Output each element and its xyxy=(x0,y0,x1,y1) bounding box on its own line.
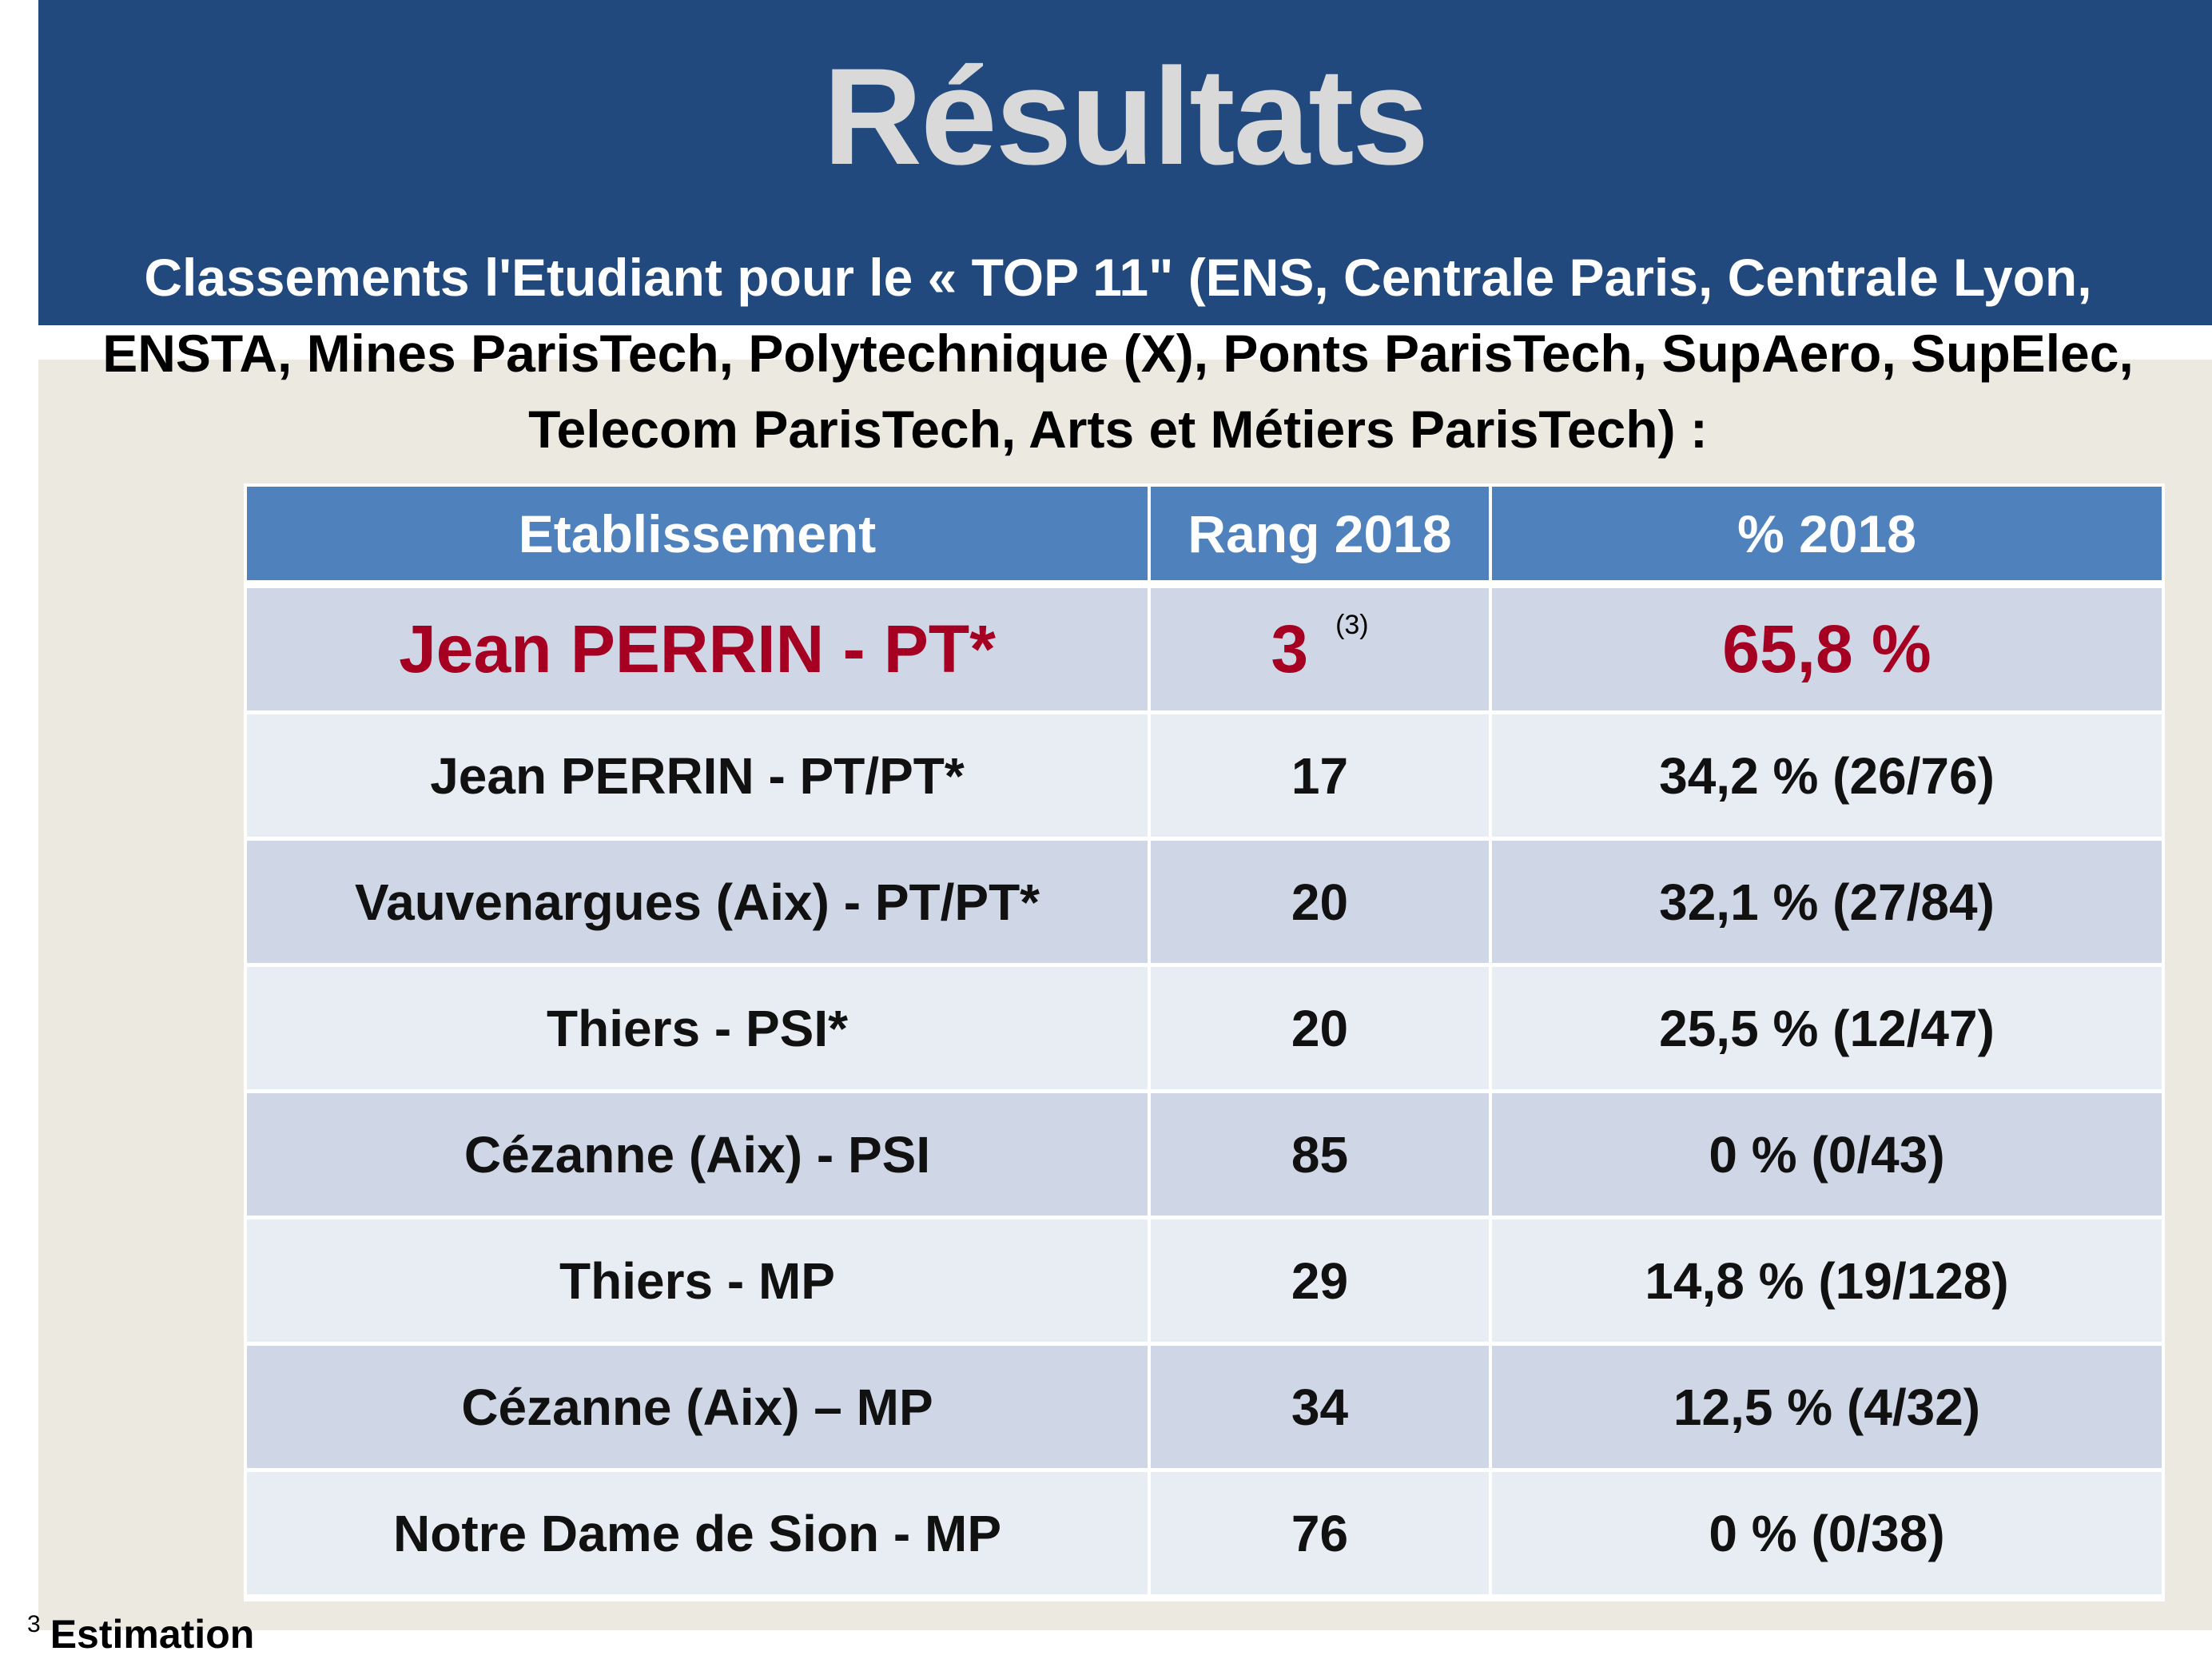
cell-pct: 34,2 % (26/76) xyxy=(1492,714,2162,841)
table-row: Jean PERRIN - PT/PT* 17 34,2 % (26/76) xyxy=(247,714,2162,841)
subtitle-line-1: Classements l'Etudiant pour le « TOP 11"… xyxy=(144,248,2092,307)
table-row: Notre Dame de Sion - MP 76 0 % (0/38) xyxy=(247,1472,2162,1598)
cell-etablissement: Jean PERRIN - PT/PT* xyxy=(247,714,1151,841)
cell-pct: 25,5 % (12/47) xyxy=(1492,967,2162,1093)
header-rang: Rang 2018 xyxy=(1151,487,1492,588)
subtitle-line-2: ENSTA, Mines ParisTech, Polytechnique (X… xyxy=(102,324,2134,383)
title-band xyxy=(38,0,2212,325)
cell-rang: 3 (3) xyxy=(1151,588,1492,714)
cell-rang: 29 xyxy=(1151,1219,1492,1346)
table-header-row: Etablissement Rang 2018 % 2018 xyxy=(247,487,2162,588)
cell-rang: 20 xyxy=(1151,967,1492,1093)
page-title: Résultats xyxy=(822,40,1429,193)
subtitle: Classements l'Etudiant pour le « TOP 11"… xyxy=(24,240,2212,467)
cell-pct: 12,5 % (4/32) xyxy=(1492,1346,2162,1472)
table-row: Cézanne (Aix) - PSI 85 0 % (0/43) xyxy=(247,1093,2162,1219)
cell-pct: 32,1 % (27/84) xyxy=(1492,841,2162,967)
header-pct: % 2018 xyxy=(1492,487,2162,588)
cell-etablissement: Thiers - PSI* xyxy=(247,967,1151,1093)
header-etablissement: Etablissement xyxy=(247,487,1151,588)
cell-pct: 65,8 % xyxy=(1492,588,2162,714)
footnote-text: Estimation xyxy=(50,1612,255,1657)
table-row: Thiers - MP 29 14,8 % (19/128) xyxy=(247,1219,2162,1346)
cell-pct: 0 % (0/38) xyxy=(1492,1472,2162,1598)
table-row-highlight: Jean PERRIN - PT* 3 (3) 65,8 % xyxy=(247,588,2162,714)
cell-etablissement: Notre Dame de Sion - MP xyxy=(247,1472,1151,1598)
cell-etablissement: Jean PERRIN - PT* xyxy=(247,588,1151,714)
cell-pct: 0 % (0/43) xyxy=(1492,1093,2162,1219)
cell-rang: 20 xyxy=(1151,841,1492,967)
cell-etablissement: Cézanne (Aix) - PSI xyxy=(247,1093,1151,1219)
rang-value: 3 xyxy=(1271,611,1309,686)
cell-rang: 17 xyxy=(1151,714,1492,841)
footnote: 3 Estimation xyxy=(27,1611,254,1657)
footnote-ref: (3) xyxy=(1335,610,1369,640)
cell-rang: 34 xyxy=(1151,1346,1492,1472)
cell-etablissement: Thiers - MP xyxy=(247,1219,1151,1346)
table-row: Cézanne (Aix) – MP 34 12,5 % (4/32) xyxy=(247,1346,2162,1472)
subtitle-line-3: Telecom ParisTech, Arts et Métiers Paris… xyxy=(528,400,1708,459)
cell-etablissement: Cézanne (Aix) – MP xyxy=(247,1346,1151,1472)
cell-rang: 76 xyxy=(1151,1472,1492,1598)
cell-rang: 85 xyxy=(1151,1093,1492,1219)
table-row: Vauvenargues (Aix) - PT/PT* 20 32,1 % (2… xyxy=(247,841,2162,967)
results-table: Etablissement Rang 2018 % 2018 Jean PERR… xyxy=(244,483,2165,1601)
cell-etablissement: Vauvenargues (Aix) - PT/PT* xyxy=(247,841,1151,967)
cell-pct: 14,8 % (19/128) xyxy=(1492,1219,2162,1346)
footnote-mark: 3 xyxy=(27,1611,41,1637)
table-row: Thiers - PSI* 20 25,5 % (12/47) xyxy=(247,967,2162,1093)
